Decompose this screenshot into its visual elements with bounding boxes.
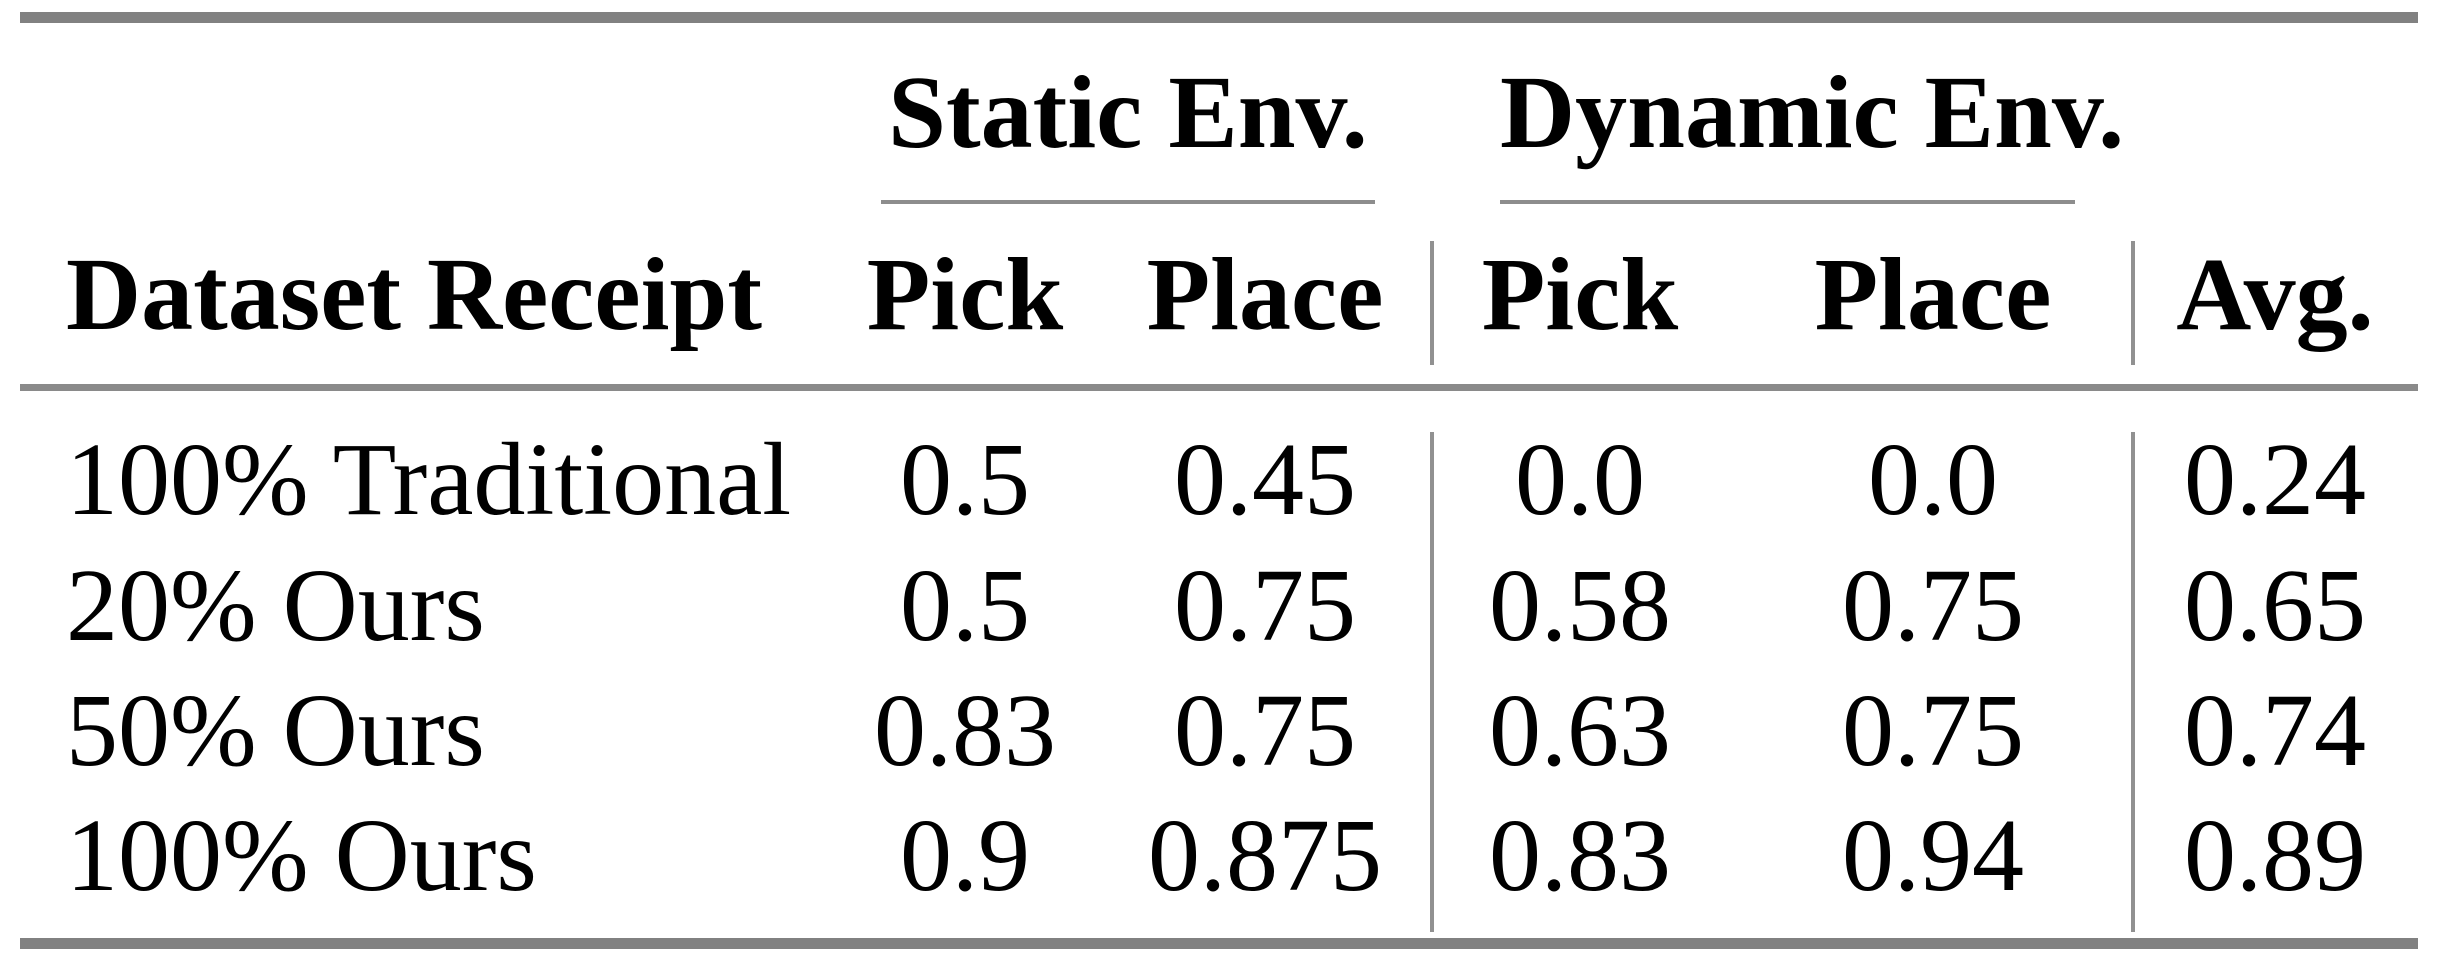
row-label: 100% Ours <box>66 798 537 913</box>
table-cell: 0.0 <box>1515 422 1645 537</box>
column-separator <box>2131 241 2135 365</box>
column-header-static-pick: Pick <box>866 237 1064 352</box>
table-cell: 0.75 <box>1842 673 2024 788</box>
column-header-dataset-receipt: Dataset Receipt <box>66 237 762 352</box>
group-header-static-env: Static Env. <box>888 55 1368 170</box>
column-separator <box>1430 241 1434 365</box>
table-cell: 0.74 <box>2184 673 2366 788</box>
column-header-static-place: Place <box>1146 237 1384 352</box>
table-cell: 0.5 <box>900 422 1030 537</box>
column-separator <box>1430 432 1434 932</box>
table-cell: 0.45 <box>1174 422 1356 537</box>
table-cell: 0.75 <box>1842 548 2024 663</box>
row-label: 20% Ours <box>66 548 485 663</box>
column-separator <box>2131 432 2135 932</box>
dynamic-env-underline <box>1500 200 2075 204</box>
table-cell: 0.83 <box>874 673 1056 788</box>
table-cell: 0.75 <box>1174 673 1356 788</box>
table-top-rule <box>20 12 2418 23</box>
table-cell: 0.0 <box>1868 422 1998 537</box>
table-cell: 0.24 <box>2184 422 2366 537</box>
table-cell: 0.5 <box>900 548 1030 663</box>
table-cell: 0.875 <box>1148 798 1382 913</box>
row-label: 100% Traditional <box>66 422 792 537</box>
table-cell: 0.94 <box>1842 798 2024 913</box>
table-cell: 0.89 <box>2184 798 2366 913</box>
table-cell: 0.9 <box>900 798 1030 913</box>
table-cell: 0.75 <box>1174 548 1356 663</box>
column-header-dynamic-place: Place <box>1814 237 2052 352</box>
table-cell: 0.83 <box>1489 798 1671 913</box>
table-cell: 0.58 <box>1489 548 1671 663</box>
static-env-underline <box>881 200 1375 204</box>
column-header-avg: Avg. <box>2176 237 2374 352</box>
table-mid-rule <box>20 384 2418 391</box>
table-bottom-rule <box>20 938 2418 949</box>
group-header-dynamic-env: Dynamic Env. <box>1500 55 2125 170</box>
row-label: 50% Ours <box>66 673 485 788</box>
table-cell: 0.63 <box>1489 673 1671 788</box>
column-header-dynamic-pick: Pick <box>1481 237 1679 352</box>
table-cell: 0.65 <box>2184 548 2366 663</box>
